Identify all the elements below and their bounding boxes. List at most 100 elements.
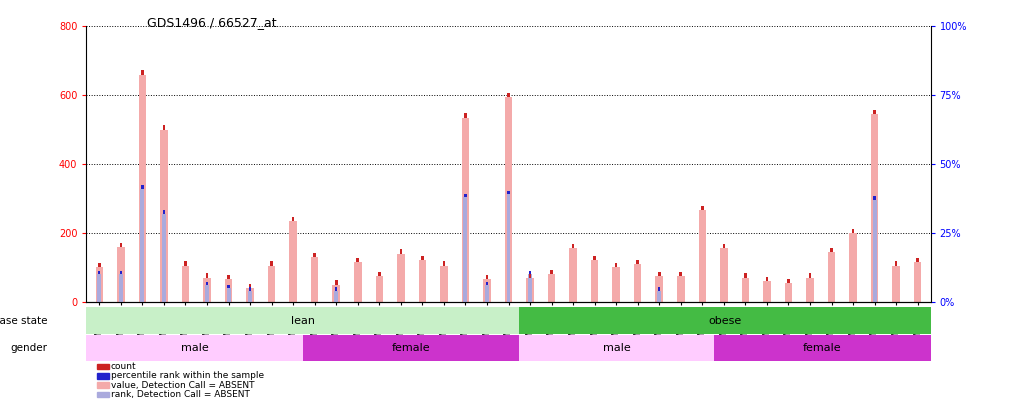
Bar: [162, 213, 166, 302]
Bar: [741, 278, 750, 302]
Bar: [336, 287, 338, 291]
Bar: [98, 274, 102, 302]
Bar: [138, 75, 146, 302]
Bar: [378, 272, 380, 276]
Bar: [421, 256, 424, 260]
Bar: [658, 287, 660, 291]
Bar: [375, 276, 383, 302]
Bar: [357, 258, 359, 262]
Text: obese: obese: [708, 316, 741, 326]
Bar: [507, 93, 510, 97]
Bar: [271, 262, 273, 266]
Bar: [141, 185, 143, 189]
Bar: [462, 117, 469, 302]
Bar: [163, 210, 165, 213]
Bar: [313, 253, 316, 257]
Bar: [96, 267, 103, 302]
Bar: [161, 130, 168, 302]
Bar: [203, 278, 211, 302]
Bar: [548, 274, 555, 302]
Bar: [335, 291, 339, 302]
Bar: [507, 191, 510, 194]
Bar: [206, 282, 208, 285]
Bar: [267, 266, 276, 302]
Bar: [722, 244, 725, 248]
Bar: [228, 284, 230, 288]
Bar: [529, 271, 531, 274]
Text: male: male: [603, 343, 631, 353]
Bar: [714, 335, 931, 361]
Bar: [249, 284, 251, 288]
Text: lean: lean: [291, 316, 315, 326]
Bar: [634, 264, 642, 302]
Bar: [485, 285, 489, 302]
Bar: [464, 113, 467, 117]
Text: disease state: disease state: [0, 316, 48, 326]
Bar: [591, 260, 598, 302]
Bar: [679, 272, 682, 276]
Bar: [119, 274, 123, 302]
Text: male: male: [181, 343, 208, 353]
Bar: [806, 278, 814, 302]
Bar: [529, 273, 531, 278]
Bar: [303, 335, 520, 361]
Bar: [248, 291, 252, 302]
Bar: [290, 221, 297, 302]
Bar: [227, 288, 231, 302]
Bar: [701, 207, 704, 211]
Bar: [335, 280, 338, 284]
Text: percentile rank within the sample: percentile rank within the sample: [111, 371, 264, 380]
Bar: [895, 262, 897, 266]
Bar: [656, 276, 663, 302]
Text: rank, Detection Call = ABSENT: rank, Detection Call = ABSENT: [111, 390, 250, 399]
Bar: [117, 247, 125, 302]
Bar: [120, 271, 122, 274]
Bar: [916, 258, 919, 262]
Bar: [249, 287, 251, 291]
Bar: [593, 256, 596, 260]
Bar: [830, 248, 833, 252]
Bar: [615, 263, 617, 267]
Bar: [225, 279, 232, 302]
Bar: [914, 262, 921, 302]
Bar: [677, 276, 684, 302]
Bar: [86, 307, 520, 334]
Bar: [874, 196, 876, 200]
Bar: [354, 262, 361, 302]
Bar: [486, 282, 488, 285]
Bar: [528, 274, 532, 302]
Bar: [120, 243, 122, 247]
Bar: [397, 254, 405, 302]
Bar: [184, 262, 187, 266]
Bar: [550, 270, 553, 274]
Bar: [852, 229, 854, 233]
Bar: [506, 194, 511, 302]
Bar: [205, 273, 208, 278]
Bar: [141, 70, 143, 75]
Bar: [657, 291, 661, 302]
Bar: [311, 257, 318, 302]
Bar: [520, 335, 714, 361]
Text: count: count: [111, 362, 136, 371]
Bar: [246, 288, 254, 302]
Bar: [163, 126, 165, 130]
Bar: [874, 110, 876, 114]
Bar: [205, 285, 208, 302]
Bar: [871, 114, 879, 302]
Bar: [849, 233, 856, 302]
Bar: [182, 266, 189, 302]
Bar: [419, 260, 426, 302]
Bar: [520, 307, 931, 334]
Bar: [227, 275, 230, 279]
Bar: [440, 266, 447, 302]
Bar: [333, 284, 340, 302]
Bar: [86, 335, 303, 361]
Bar: [766, 277, 768, 281]
Bar: [140, 189, 144, 302]
Bar: [483, 279, 491, 302]
Text: GDS1496 / 66527_at: GDS1496 / 66527_at: [147, 16, 277, 29]
Bar: [486, 275, 488, 279]
Bar: [787, 279, 790, 283]
Bar: [292, 217, 295, 221]
Bar: [464, 197, 468, 302]
